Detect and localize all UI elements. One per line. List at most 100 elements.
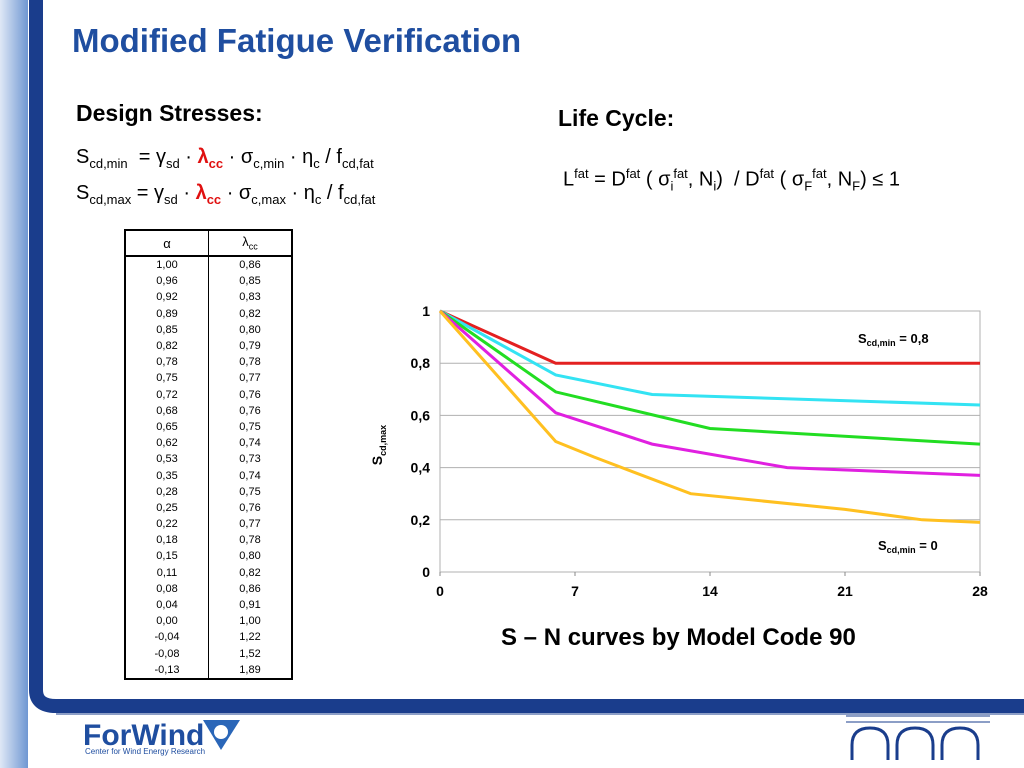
table-cell: 0,77 — [239, 372, 261, 385]
table-cell: 0,18 — [125, 532, 209, 549]
table-cell: 0,79 — [239, 340, 261, 353]
series-line — [438, 310, 981, 524]
formula-part: fat — [673, 166, 688, 181]
y-axis-label-text: S — [369, 456, 385, 465]
x-tick-label: 28 — [972, 583, 988, 599]
table-row: 0,78 0,78 — [125, 354, 292, 371]
table-cell: 0,96 — [125, 273, 209, 290]
formula-part: ) ≤ 1 — [860, 168, 900, 191]
table-row: 0,04 0,91 — [125, 596, 292, 614]
table-cell: 0,75 — [125, 370, 209, 387]
frame-band — [29, 0, 1024, 713]
series-line — [439, 309, 981, 446]
partner-logo — [846, 715, 990, 760]
formula-part: · — [285, 182, 304, 204]
formula-part: L — [563, 168, 575, 191]
table-row: 0,72 0,76 — [125, 386, 292, 403]
y-tick-label: 0,2 — [411, 512, 431, 528]
formula-part: c — [313, 156, 320, 171]
table-row: 0,65 0,75 — [125, 418, 292, 436]
formula-part: S — [76, 146, 90, 168]
formula-part: η — [303, 182, 315, 204]
series-line — [439, 309, 980, 365]
formula-part: i — [670, 178, 674, 194]
formula-part: / f — [319, 146, 342, 168]
table-row: 0,11 0,82 — [125, 564, 292, 581]
symbol: α — [163, 235, 171, 251]
table-cell: 0,76 — [239, 501, 261, 514]
formula-part: c,max — [251, 192, 286, 207]
formula-part: sd — [166, 156, 180, 171]
formula-part: fat — [574, 166, 589, 181]
formula-part: sd — [164, 192, 178, 207]
frame-edge — [0, 0, 28, 768]
table-row: 0,22 0,77 — [125, 516, 292, 533]
table-cell: 1,00 — [239, 615, 261, 628]
formula-part: λ — [195, 182, 207, 204]
table-row: 0,25 0,76 — [125, 499, 292, 516]
table-cell: 0,00 — [125, 613, 209, 630]
table-cell: -0,08 — [125, 645, 209, 662]
symbol: λ — [242, 234, 249, 250]
formula-part: · — [179, 146, 198, 168]
slide-title: Modified Fatigue Verification — [72, 22, 522, 59]
table-cell: 0,92 — [125, 289, 209, 306]
table-cell: 0,65 — [125, 418, 209, 436]
table-cell: 0,85 — [239, 275, 261, 288]
table-cell: -0,04 — [125, 629, 209, 646]
table-cell: 0,62 — [125, 435, 209, 452]
table-row: -0,13 1,89 — [125, 661, 292, 679]
formula-part: c — [314, 192, 322, 207]
formula-part: · σ — [223, 146, 254, 168]
table-cell: 0,80 — [239, 323, 261, 336]
series-line — [439, 309, 981, 477]
formula-part: γ — [154, 182, 165, 204]
table-cell: 0,11 — [125, 564, 209, 581]
table-cell: 0,89 — [125, 305, 209, 322]
table-cell: 0,73 — [239, 453, 261, 466]
table-cell: 1,00 — [125, 256, 209, 274]
table-row: 0,92 0,83 — [125, 289, 292, 306]
table-cell: 0,35 — [125, 467, 209, 484]
table-cell: 0,86 — [239, 259, 261, 272]
series-line — [439, 309, 981, 407]
formula-part: = — [131, 182, 155, 204]
x-tick-label: 7 — [571, 583, 579, 599]
formula-part: cd,fat — [343, 192, 376, 207]
table-row: 0,15 0,80 — [125, 548, 292, 565]
table-cell: 0,82 — [239, 566, 261, 579]
table-row: 0,96 0,85 — [125, 273, 292, 290]
table-cell: 0,78 — [239, 356, 261, 369]
table-cell: 0,78 — [125, 354, 209, 371]
table-row: 0,62 0,74 — [125, 435, 292, 452]
formula-part: cd,fat — [341, 156, 374, 171]
formula: Lfat = Dfat ( σifat, Ni) / Dfat ( σFfat,… — [563, 166, 900, 194]
table-cell: 0,22 — [125, 516, 209, 533]
table-row: 0,00 1,00 — [125, 613, 292, 630]
formula-part: · — [284, 146, 303, 168]
table-cell: 0,80 — [239, 550, 261, 563]
table-cell: 0,15 — [125, 548, 209, 565]
formula-part: c,min — [253, 156, 285, 171]
annotation-part: cd,min — [887, 545, 916, 555]
formula-part: = — [127, 146, 156, 168]
table-cell: 0,72 — [125, 386, 209, 403]
formula-part: cc — [208, 156, 224, 171]
table-row: 0,28 0,75 — [125, 483, 292, 500]
subscript: cc — [248, 241, 258, 252]
table-row: 0,68 0,76 — [125, 402, 292, 419]
table-row: 0,53 0,73 — [125, 451, 292, 468]
formula-part: fat — [759, 166, 775, 181]
y-tick-label: 0,6 — [411, 407, 431, 423]
x-tick-label: 0 — [436, 583, 444, 599]
formula-part: ( σ — [640, 168, 671, 191]
annotation-part: = 0,8 — [896, 331, 929, 346]
formula-part: ) / D — [716, 168, 760, 191]
annotation-part: cd,min — [867, 338, 896, 348]
table-row: -0,04 1,22 — [125, 629, 292, 646]
table-row: 0,08 0,86 — [125, 580, 292, 597]
formula: Scd,max = γsd · λcc · σc,max · ηc / fcd,… — [76, 182, 375, 207]
y-tick-label: 0,4 — [411, 460, 431, 476]
formula-part: , N — [687, 168, 714, 191]
y-axis-label: Scd,max — [369, 425, 388, 465]
